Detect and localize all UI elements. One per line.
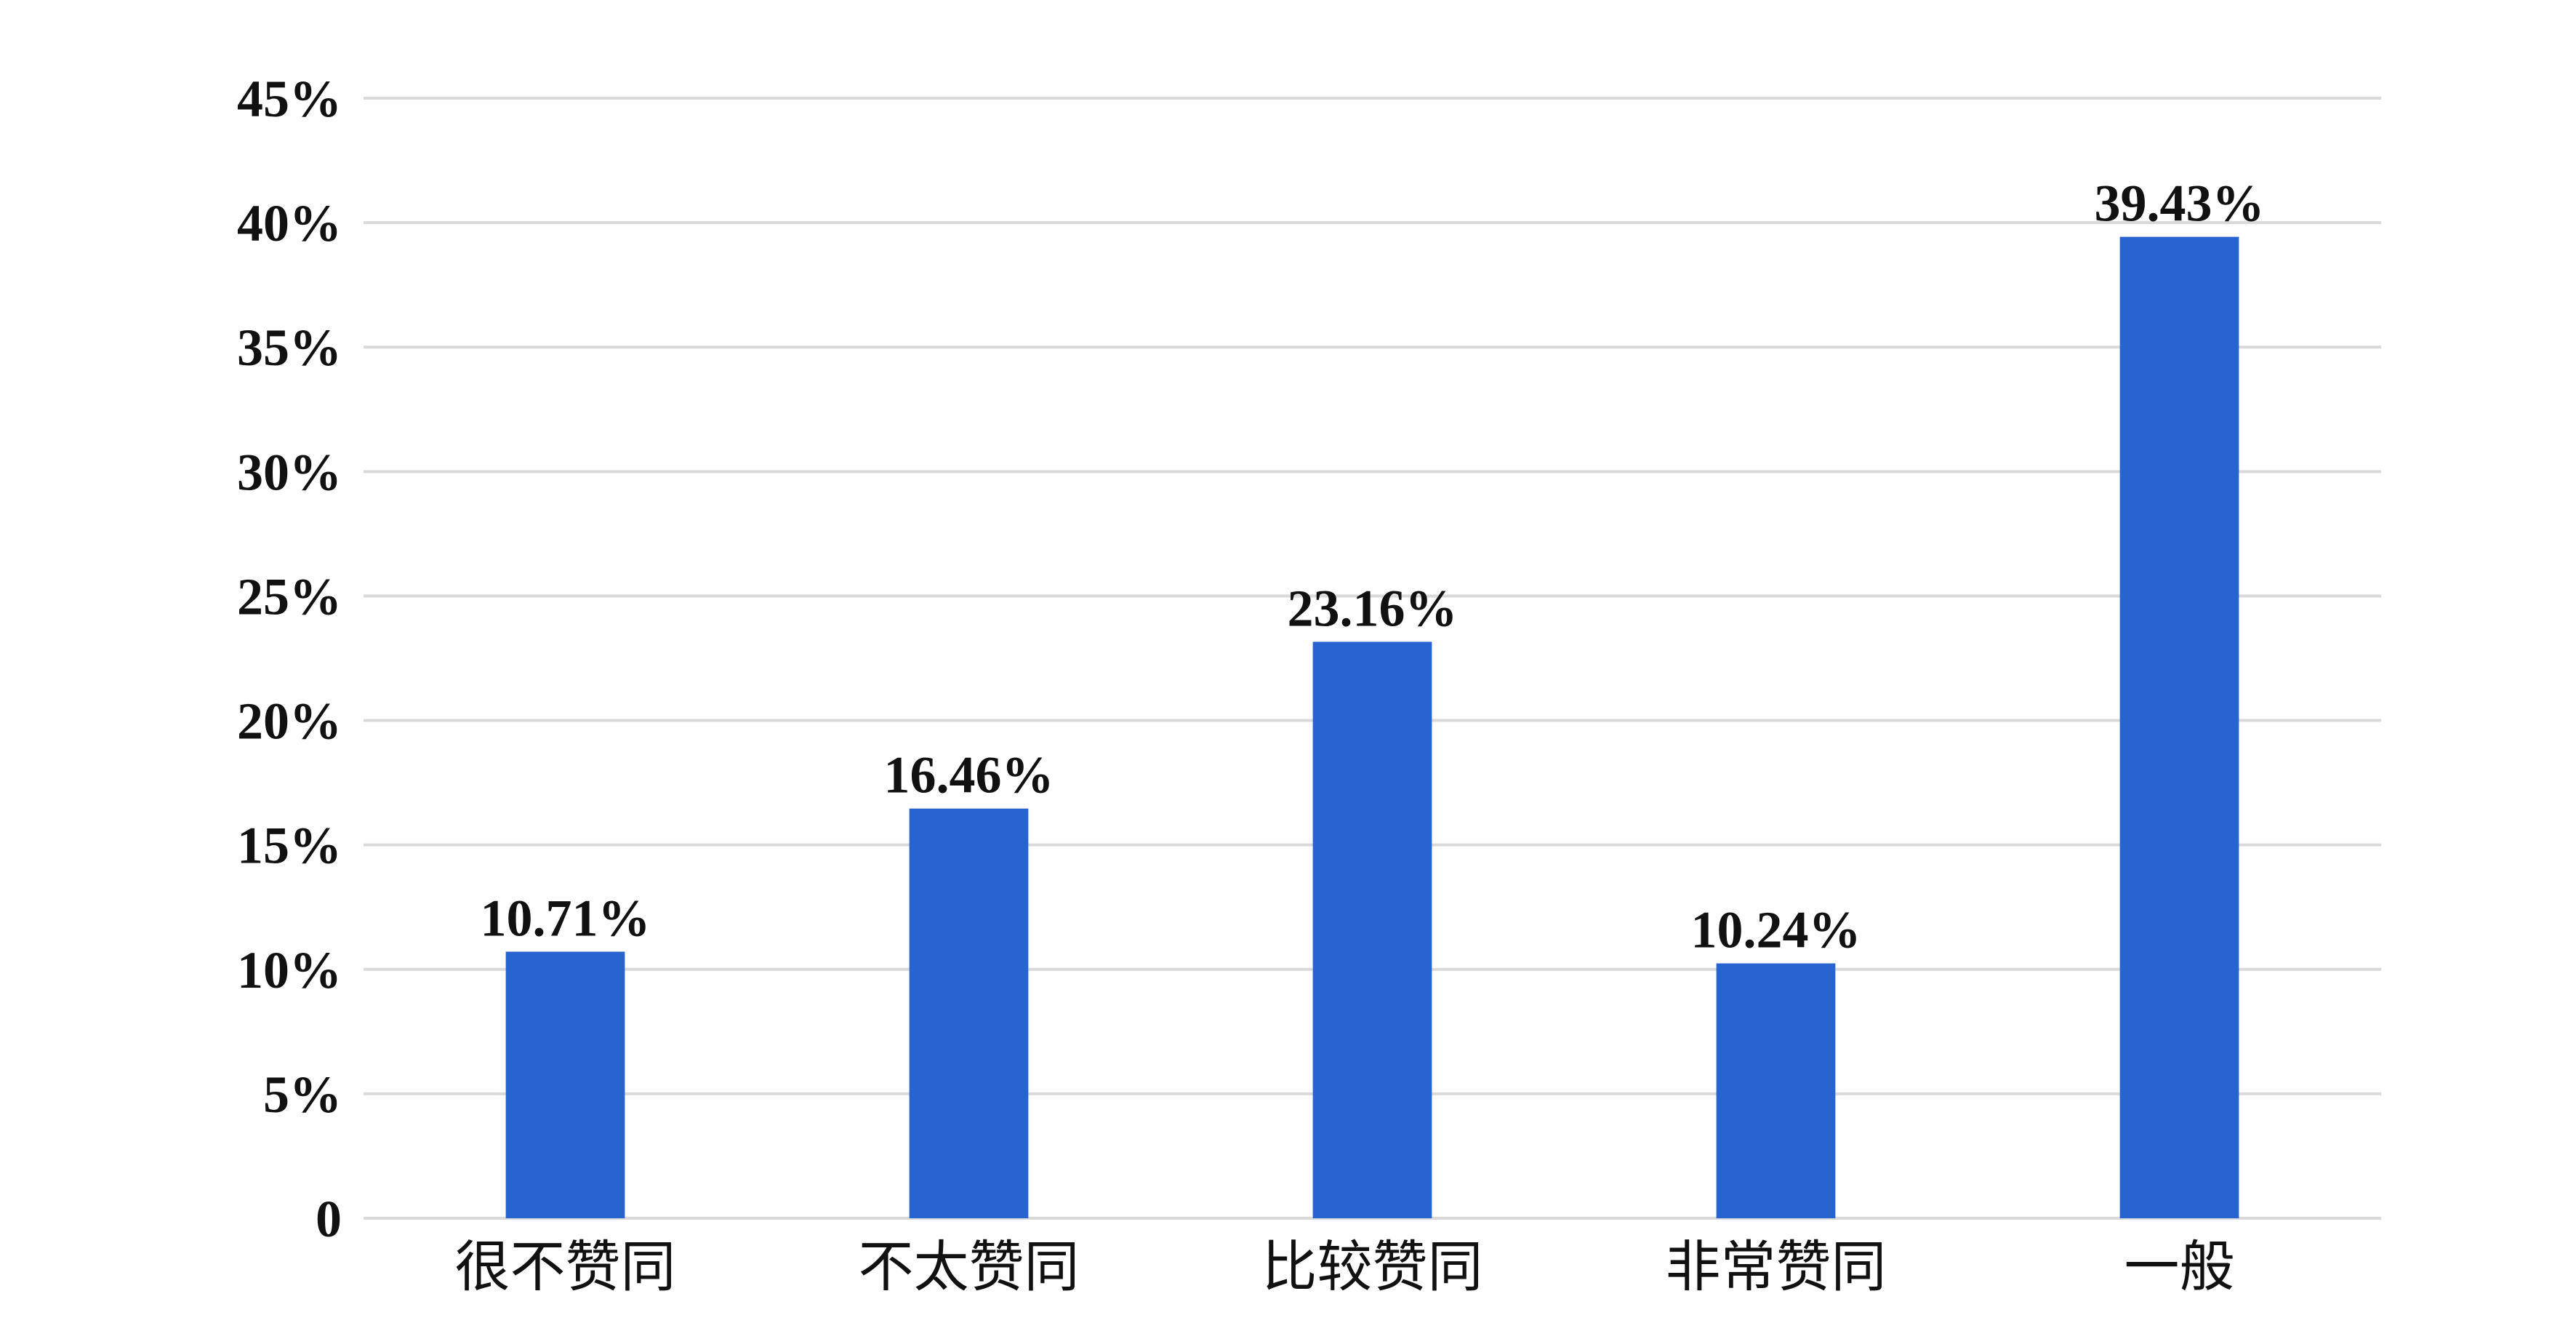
y-tick-label: 0 [316, 1190, 342, 1248]
y-axis-tick-labels: 0 5% 10% 15% 20% 25% 30% 35% 40% 45% [237, 70, 342, 1248]
bars [505, 236, 2239, 1218]
bar [1312, 641, 1432, 1218]
y-tick-label: 45% [237, 70, 342, 128]
x-category-label: 一般 [2124, 1234, 2235, 1299]
y-tick-label: 35% [237, 319, 342, 377]
bar [1716, 963, 1836, 1218]
y-tick-label: 10% [237, 941, 342, 999]
bar-value-label: 10.71% [481, 889, 651, 947]
x-category-label: 不太赞同 [859, 1234, 1080, 1299]
x-category-label: 比较赞同 [1262, 1234, 1483, 1299]
y-tick-label: 40% [237, 194, 342, 252]
x-category-label: 非常赞同 [1666, 1234, 1887, 1299]
bar-value-label: 39.43% [2095, 175, 2265, 233]
bar [2119, 236, 2239, 1218]
x-category-label: 很不赞同 [455, 1234, 676, 1299]
bar [909, 808, 1029, 1218]
bar-value-label: 16.46% [884, 746, 1054, 804]
y-tick-label: 5% [263, 1066, 342, 1124]
data-labels: 10.71% 16.46% 23.16% 10.24% 39.43% [481, 175, 2265, 959]
bar [505, 951, 625, 1218]
y-tick-label: 30% [237, 443, 342, 501]
y-tick-label: 25% [237, 567, 342, 625]
bar-value-label: 10.24% [1691, 901, 1861, 959]
bar-value-label: 23.16% [1288, 579, 1458, 637]
x-axis-category-labels: 很不赞同 不太赞同 比较赞同 非常赞同 一般 [455, 1234, 2235, 1299]
y-tick-label: 20% [237, 692, 342, 751]
y-tick-label: 15% [237, 817, 342, 875]
